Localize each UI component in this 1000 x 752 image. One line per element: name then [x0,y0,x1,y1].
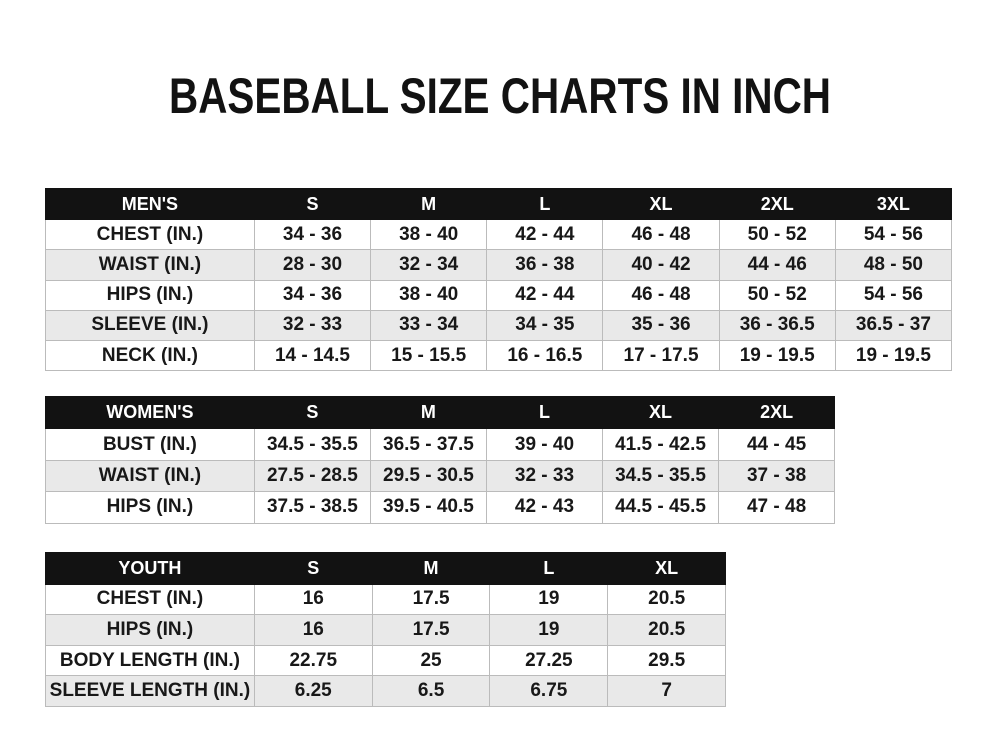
svg-text:BASEBALL SIZE CHARTS IN INCH: BASEBALL SIZE CHARTS IN INCH [169,68,831,124]
